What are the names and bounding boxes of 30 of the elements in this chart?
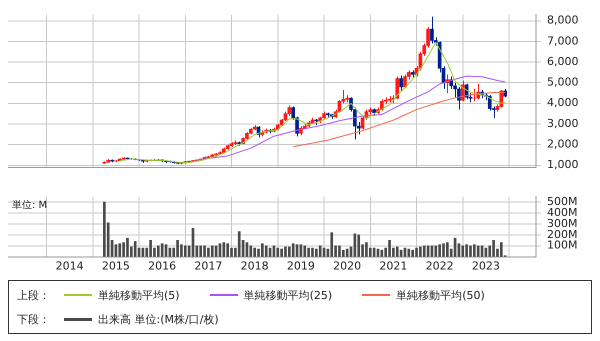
legend-label: 単純移動平均(25) (244, 288, 332, 302)
y-tick-label: 200M (547, 228, 578, 241)
y-tick-label: 2,000 (547, 138, 578, 151)
x-tick-label: 2020 (333, 259, 362, 272)
y-tick-label: 5,000 (547, 76, 578, 89)
y-tick-label: 4,000 (547, 96, 578, 110)
y-tick-label: 100M (547, 238, 578, 252)
x-tick-label: 2019 (286, 259, 315, 272)
y-tick-label: 300M (547, 216, 578, 230)
x-tick-label: 2017 (194, 259, 222, 272)
x-tick-label: 2016 (148, 259, 176, 272)
y-tick-label: 1,000 (547, 158, 578, 172)
legend-label: 出来高 単位:(M株/口/枚) (98, 312, 219, 326)
y-tick-label: 3,000 (547, 116, 578, 130)
x-tick-label: 2018 (240, 259, 269, 272)
y-tick-label: 7,000 (547, 34, 578, 48)
x-tick-label: 2021 (379, 259, 408, 272)
legend-label: 単純移動平均(5) (98, 288, 180, 302)
y-tick-label: 400M (547, 206, 578, 219)
y-tick-label: 6,000 (547, 54, 578, 68)
legend-label: 単純移動平均(50) (396, 288, 485, 302)
legend-title: 上段： (17, 288, 50, 302)
legend-title: 下段： (17, 312, 50, 326)
y-tick-label: 8,000 (547, 14, 578, 27)
x-tick-label: 2014 (56, 259, 84, 272)
y-tick-label: 500M (547, 194, 578, 208)
x-tick-label: 2022 (426, 259, 454, 272)
annotation: 単位: M (12, 199, 48, 212)
x-tick-label: 2023 (472, 259, 500, 272)
x-tick-label: 2015 (102, 259, 130, 272)
